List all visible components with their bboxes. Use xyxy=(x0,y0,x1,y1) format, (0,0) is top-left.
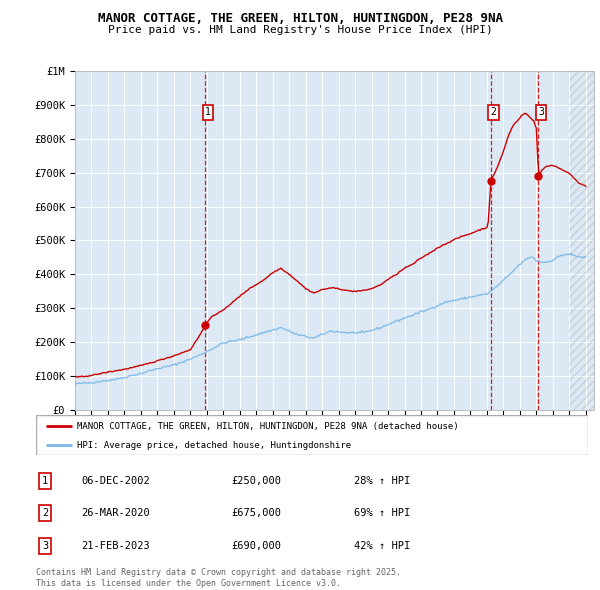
Text: £250,000: £250,000 xyxy=(231,476,281,486)
Text: HPI: Average price, detached house, Huntingdonshire: HPI: Average price, detached house, Hunt… xyxy=(77,441,352,450)
Text: 28% ↑ HPI: 28% ↑ HPI xyxy=(354,476,410,486)
Text: 69% ↑ HPI: 69% ↑ HPI xyxy=(354,509,410,518)
Text: 06-DEC-2002: 06-DEC-2002 xyxy=(81,476,150,486)
Text: Price paid vs. HM Land Registry's House Price Index (HPI): Price paid vs. HM Land Registry's House … xyxy=(107,25,493,35)
Text: 2: 2 xyxy=(490,107,496,117)
Text: 26-MAR-2020: 26-MAR-2020 xyxy=(81,509,150,518)
Text: 1: 1 xyxy=(205,107,211,117)
Text: MANOR COTTAGE, THE GREEN, HILTON, HUNTINGDON, PE28 9NA: MANOR COTTAGE, THE GREEN, HILTON, HUNTIN… xyxy=(97,12,503,25)
Text: 2: 2 xyxy=(42,509,48,518)
Text: MANOR COTTAGE, THE GREEN, HILTON, HUNTINGDON, PE28 9NA (detached house): MANOR COTTAGE, THE GREEN, HILTON, HUNTIN… xyxy=(77,422,459,431)
Text: 3: 3 xyxy=(538,107,544,117)
Text: 21-FEB-2023: 21-FEB-2023 xyxy=(81,541,150,550)
Text: £690,000: £690,000 xyxy=(231,541,281,550)
Text: Contains HM Land Registry data © Crown copyright and database right 2025.
This d: Contains HM Land Registry data © Crown c… xyxy=(36,568,401,588)
Text: £675,000: £675,000 xyxy=(231,509,281,518)
Text: 1: 1 xyxy=(42,476,48,486)
Bar xyxy=(569,71,600,410)
Text: 42% ↑ HPI: 42% ↑ HPI xyxy=(354,541,410,550)
Text: 3: 3 xyxy=(42,541,48,550)
